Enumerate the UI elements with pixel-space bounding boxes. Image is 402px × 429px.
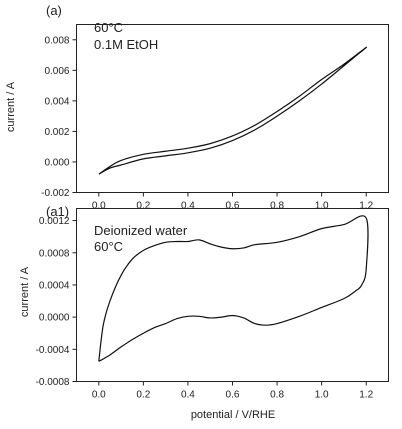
y-tick-label: 0.004 — [44, 96, 69, 107]
x-tick-label: 0.8 — [270, 390, 284, 401]
y-ticks: -0.002 0.000 0.002 0.004 0.006 0.008 — [41, 35, 76, 199]
series-group — [99, 47, 367, 174]
x-tick-label: 0.4 — [181, 201, 195, 212]
y-axis-label: current / A — [19, 266, 31, 317]
y-axis-label: current / A — [5, 81, 17, 132]
y-ticks: -0.0008 -0.0004 0.0000 0.0004 0.0008 0.0012 — [36, 216, 77, 388]
annotation-temperature: 60°C — [94, 239, 123, 254]
x-axis-label: potential / V/RHE — [191, 409, 275, 421]
y-tick-label: -0.0008 — [36, 377, 70, 388]
y-tick-label: 0.006 — [44, 66, 69, 77]
x-ticks: 0.0 0.2 0.4 0.6 0.8 1.0 1.2 — [92, 382, 374, 401]
y-tick-label: -0.002 — [41, 188, 70, 199]
x-tick-label: 0.0 — [92, 201, 106, 212]
x-tick-label: 1.0 — [315, 390, 329, 401]
y-tick-label: 0.000 — [44, 157, 69, 168]
x-tick-label: 1.0 — [315, 201, 329, 212]
y-tick-label: 0.0012 — [39, 216, 70, 227]
x-tick-label: 1.2 — [359, 201, 373, 212]
x-tick-label: 0.2 — [136, 201, 150, 212]
y-tick-label: 0.0000 — [39, 313, 70, 324]
panel-label: (a) — [46, 3, 62, 18]
x-tick-label: 0.4 — [181, 390, 195, 401]
x-tick-label: 0.6 — [226, 201, 240, 212]
series-line — [99, 47, 367, 174]
chart-panel-a1: (a1) Deionized water 60°C current / A po… — [19, 204, 389, 421]
x-tick-label: 0.8 — [270, 201, 284, 212]
annotation-water: Deionized water — [94, 223, 188, 238]
y-tick-label: 0.0004 — [39, 280, 70, 291]
x-tick-label: 1.2 — [359, 390, 373, 401]
x-tick-label: 0.0 — [92, 390, 106, 401]
y-tick-label: -0.0004 — [36, 345, 70, 356]
annotation-electrolyte: 0.1M EtOH — [94, 37, 158, 52]
y-tick-label: 0.0008 — [39, 248, 70, 259]
y-tick-label: 0.002 — [44, 127, 69, 138]
y-tick-label: 0.008 — [44, 35, 69, 46]
x-tick-label: 0.6 — [226, 390, 240, 401]
annotation-temperature: 60°C — [94, 20, 123, 35]
x-tick-label: 0.2 — [136, 390, 150, 401]
chart-panel-a: (a) 60°C 0.1M EtOH current / A 0.0 0.2 0.4… — [5, 3, 389, 212]
